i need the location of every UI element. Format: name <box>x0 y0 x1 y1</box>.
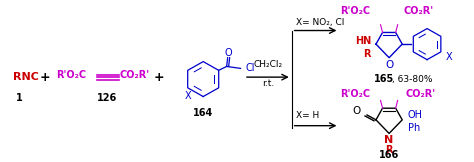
Text: N: N <box>384 135 394 145</box>
Text: R: R <box>385 145 393 155</box>
Text: R'O₂C: R'O₂C <box>340 6 370 16</box>
Text: CO₂R': CO₂R' <box>406 89 436 99</box>
Text: O: O <box>353 106 361 116</box>
Text: 165: 165 <box>374 74 394 84</box>
Text: OH: OH <box>407 110 422 120</box>
Text: Cl: Cl <box>246 63 255 73</box>
Text: RNC: RNC <box>13 72 39 82</box>
Text: R: R <box>364 49 371 59</box>
Text: Ph: Ph <box>408 123 420 133</box>
Text: +: + <box>153 71 164 84</box>
Text: +: + <box>40 71 50 84</box>
Text: CO₂R': CO₂R' <box>120 70 150 80</box>
Text: CH₂Cl₂: CH₂Cl₂ <box>253 60 283 69</box>
Text: , 63-80%: , 63-80% <box>392 75 433 84</box>
Text: X= H: X= H <box>296 111 319 121</box>
Text: 126: 126 <box>97 93 117 104</box>
Text: X: X <box>184 91 191 101</box>
Text: O: O <box>385 59 393 69</box>
Text: 166: 166 <box>379 150 399 160</box>
Text: CO₂R': CO₂R' <box>404 6 434 16</box>
Text: HN: HN <box>355 36 371 46</box>
Text: 1: 1 <box>16 93 23 104</box>
Text: X: X <box>446 52 453 62</box>
Text: X= NO₂, Cl: X= NO₂, Cl <box>296 18 344 27</box>
Text: r.t.: r.t. <box>262 79 274 88</box>
Text: R'O₂C: R'O₂C <box>56 70 86 80</box>
Text: 164: 164 <box>193 108 213 118</box>
Text: R'O₂C: R'O₂C <box>340 89 370 99</box>
Text: O: O <box>225 48 232 58</box>
